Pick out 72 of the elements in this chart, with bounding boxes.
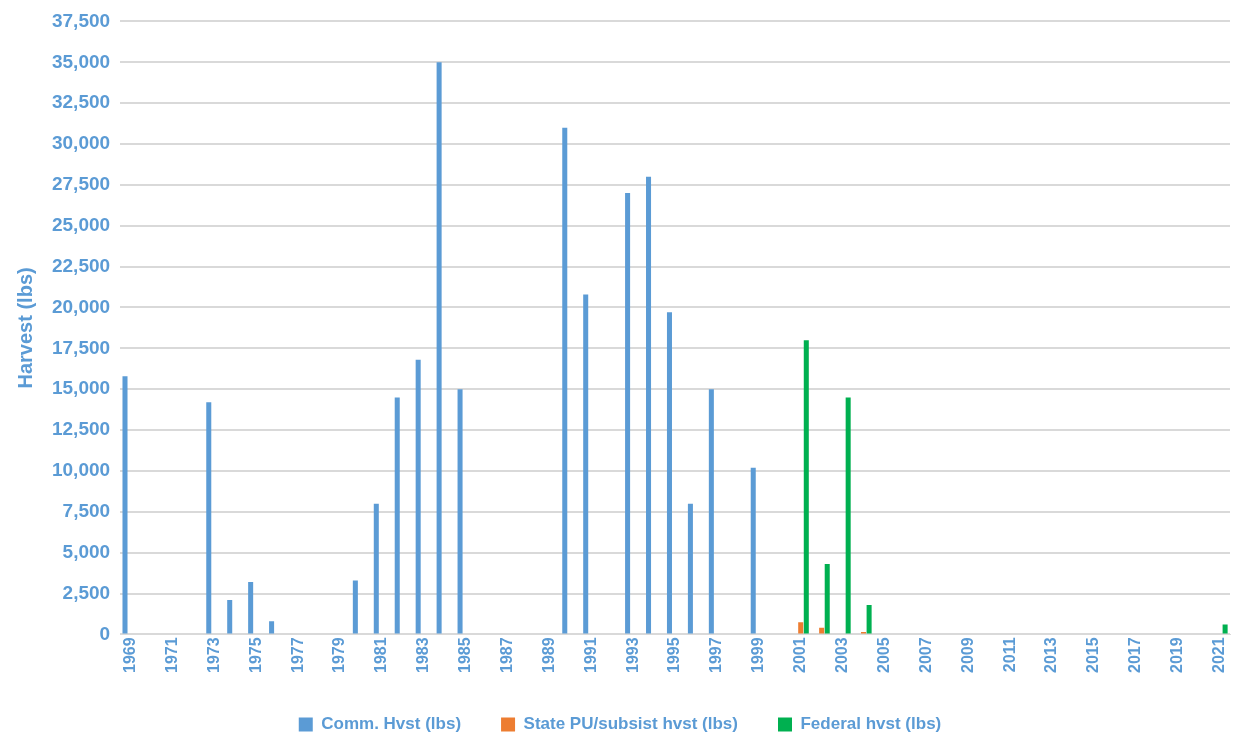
y-tick-label: 32,500 (51, 91, 111, 113)
x-tick-label: 1993 (623, 637, 641, 673)
bar (708, 389, 714, 634)
bar (666, 312, 672, 634)
bar (845, 397, 851, 634)
y-tick-label: 10,000 (51, 459, 111, 481)
bar (824, 564, 830, 634)
y-tick-label: 15,000 (51, 377, 111, 399)
x-tick-label: 2011 (1000, 637, 1018, 673)
bar (646, 176, 652, 634)
bar (457, 389, 463, 634)
bar (394, 397, 400, 634)
bar (583, 294, 589, 634)
x-tick-label: 2005 (874, 637, 892, 673)
x-tick-label: 2017 (1126, 637, 1144, 673)
x-tick-label: 1983 (414, 637, 432, 673)
x-tick-label: 1977 (288, 637, 306, 673)
bar (798, 622, 804, 634)
y-tick-label: 5,000 (62, 540, 111, 562)
x-tick-label: 2019 (1168, 637, 1186, 673)
bar (248, 582, 254, 634)
bar (866, 604, 872, 634)
x-tick-label: 1979 (330, 637, 348, 673)
x-tick-label: 2001 (791, 637, 809, 673)
x-tick-label: 1991 (581, 637, 599, 673)
bar (687, 503, 693, 634)
x-tick-label: 1999 (749, 637, 767, 673)
x-tick-label: 1997 (707, 637, 725, 673)
x-tick-label: 1981 (372, 637, 390, 673)
bar (803, 340, 809, 634)
bar (415, 359, 421, 634)
y-tick-label: 2,500 (62, 581, 111, 603)
x-tick-label: 2003 (832, 637, 850, 673)
y-tick-label: 7,500 (62, 500, 111, 522)
x-tick-label: 1975 (246, 637, 264, 673)
x-tick-label: 2009 (958, 637, 976, 673)
bar (373, 503, 379, 634)
bar (750, 467, 756, 634)
y-tick-label: 22,500 (51, 254, 111, 276)
y-tick-label: 30,000 (51, 132, 111, 154)
legend-label: Federal hvst (lbs) (800, 714, 942, 734)
x-tick-label: 1969 (120, 637, 138, 673)
x-tick-label: 1995 (665, 637, 683, 673)
y-tick-label: 25,000 (51, 213, 111, 235)
y-tick-label: 17,500 (51, 336, 111, 358)
y-tick-label: 20,000 (51, 295, 111, 317)
x-tick-label: 2013 (1042, 637, 1060, 673)
legend-label: Comm. Hvst (lbs) (321, 714, 462, 734)
bar (206, 402, 212, 634)
x-tick-label: 1973 (204, 637, 222, 673)
bar (352, 580, 358, 634)
y-tick-label: 12,500 (51, 418, 111, 440)
x-tick-label: 1987 (497, 637, 515, 673)
bar (269, 621, 275, 634)
bar (1222, 624, 1228, 634)
bar (122, 376, 128, 634)
x-tick-label: 2021 (1209, 637, 1227, 673)
x-tick-label: 2015 (1084, 637, 1102, 673)
y-axis-title: Harvest (lbs) (13, 267, 36, 389)
y-tick-label: 0 (99, 622, 111, 644)
x-tick-label: 2007 (916, 637, 934, 673)
x-tick-label: 1989 (539, 637, 557, 673)
bar (625, 193, 631, 634)
bar (436, 62, 442, 634)
y-tick-label: 37,500 (51, 9, 111, 31)
bar (562, 127, 568, 634)
legend-label: State PU/subsist hvst (lbs) (523, 714, 738, 734)
x-tick-label: 1985 (456, 637, 474, 673)
x-tick-label: 1971 (162, 637, 180, 673)
y-tick-label: 35,000 (51, 50, 111, 72)
bar (227, 600, 233, 634)
y-tick-label: 27,500 (51, 173, 111, 195)
